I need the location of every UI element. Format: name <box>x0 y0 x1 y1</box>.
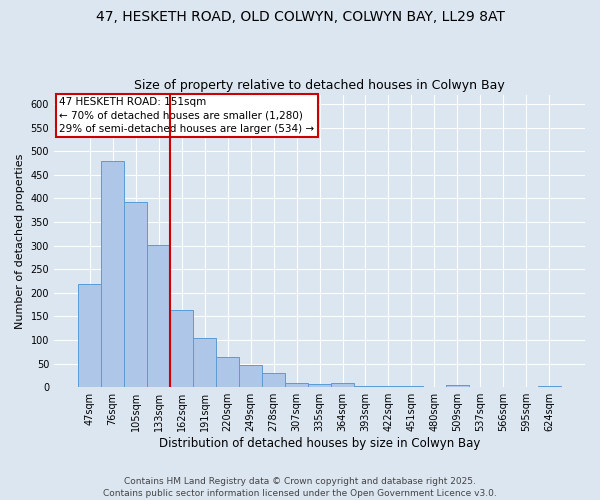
X-axis label: Distribution of detached houses by size in Colwyn Bay: Distribution of detached houses by size … <box>159 437 480 450</box>
Bar <box>308 384 331 387</box>
Bar <box>331 383 354 387</box>
Bar <box>239 365 262 387</box>
Bar <box>170 310 193 387</box>
Bar <box>78 284 101 387</box>
Bar <box>124 202 147 387</box>
Bar <box>101 160 124 387</box>
Bar <box>400 386 423 387</box>
Title: Size of property relative to detached houses in Colwyn Bay: Size of property relative to detached ho… <box>134 79 505 92</box>
Text: Contains HM Land Registry data © Crown copyright and database right 2025.
Contai: Contains HM Land Registry data © Crown c… <box>103 476 497 498</box>
Bar <box>354 386 377 387</box>
Bar <box>446 386 469 387</box>
Bar <box>147 244 170 387</box>
Bar <box>377 386 400 387</box>
Bar <box>538 386 561 387</box>
Bar <box>262 372 285 387</box>
Text: 47 HESKETH ROAD: 151sqm
← 70% of detached houses are smaller (1,280)
29% of semi: 47 HESKETH ROAD: 151sqm ← 70% of detache… <box>59 98 314 134</box>
Text: 47, HESKETH ROAD, OLD COLWYN, COLWYN BAY, LL29 8AT: 47, HESKETH ROAD, OLD COLWYN, COLWYN BAY… <box>95 10 505 24</box>
Bar <box>216 356 239 387</box>
Y-axis label: Number of detached properties: Number of detached properties <box>15 153 25 328</box>
Bar <box>193 338 216 387</box>
Bar <box>285 383 308 387</box>
